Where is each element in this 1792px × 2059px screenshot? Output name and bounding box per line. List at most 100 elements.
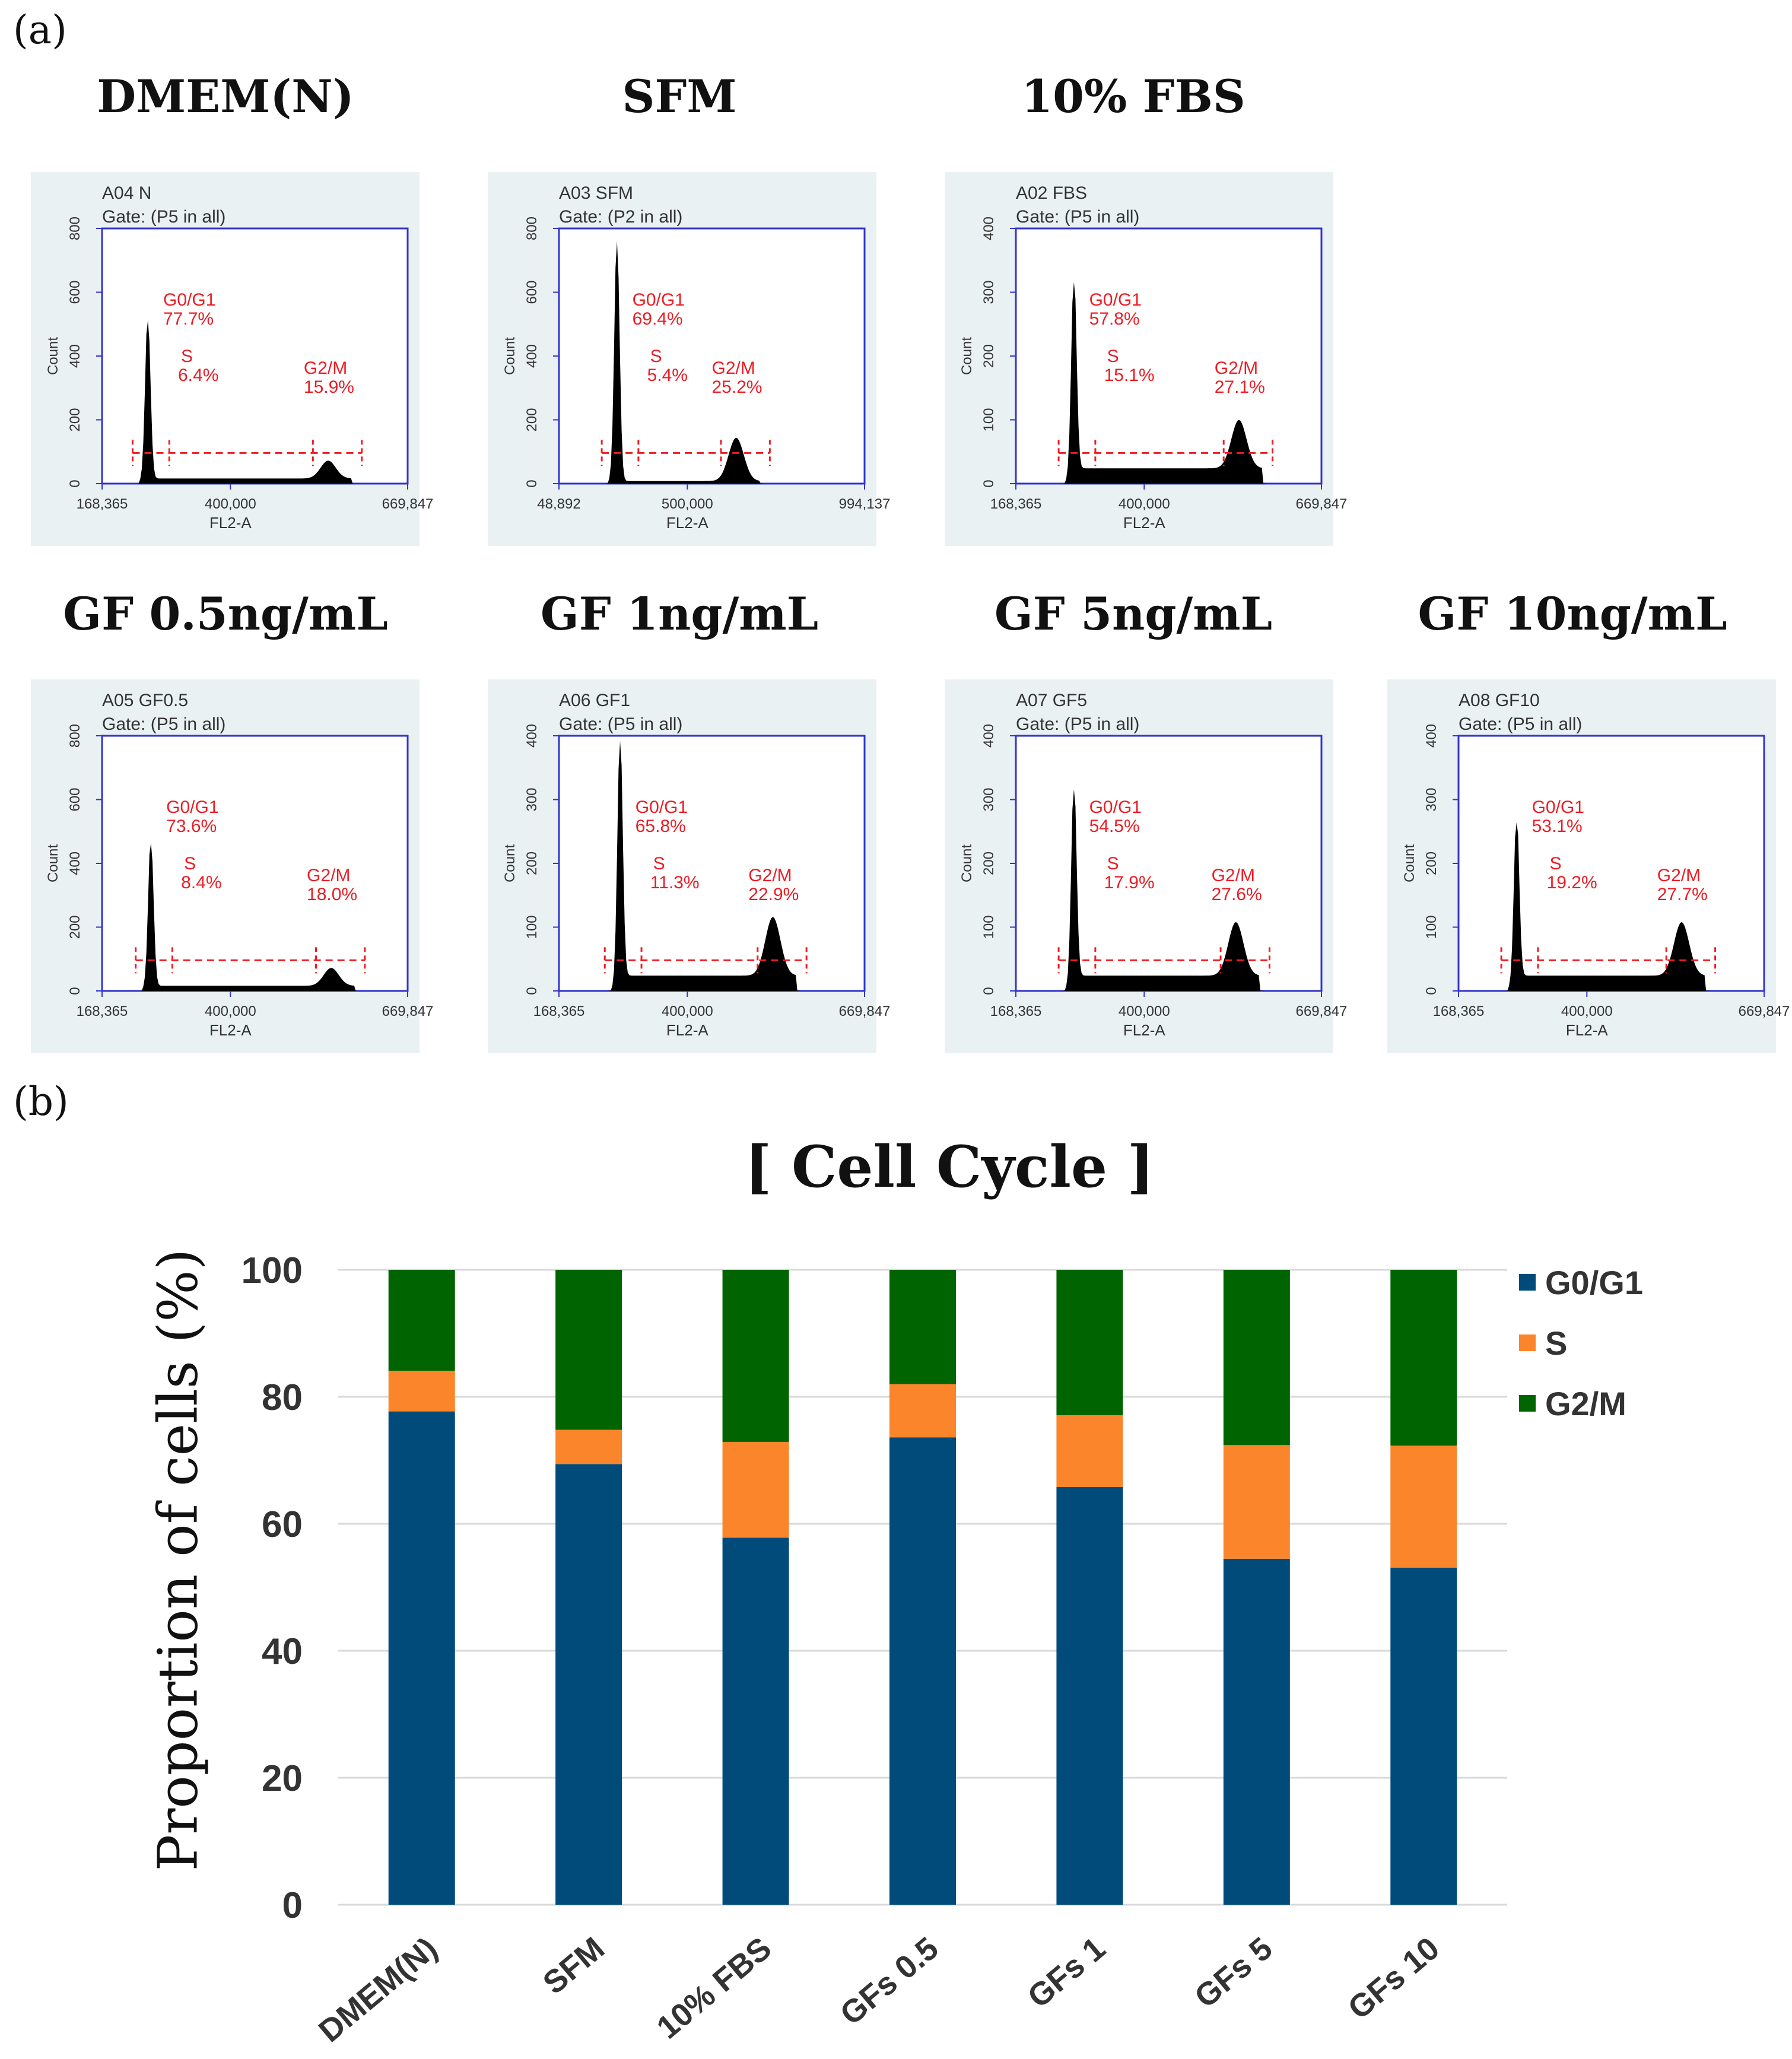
histogram-y-tick-label: 0 bbox=[67, 987, 83, 994]
bar-segment-g0g1 bbox=[388, 1411, 455, 1905]
bar-segment-g0g1 bbox=[1056, 1486, 1123, 1905]
histogram-y-tick-label: 600 bbox=[524, 280, 540, 304]
x-category-label: GFs 10 bbox=[1341, 1930, 1446, 2026]
histogram-g0g1-label: G0/G1 bbox=[1089, 290, 1142, 310]
histogram-s-value: 15.1% bbox=[1104, 366, 1155, 385]
x-category-label: GFs 5 bbox=[1188, 1930, 1279, 2014]
histogram-title-gf1: GF 1ng/mL bbox=[540, 587, 819, 640]
histogram-x-tick-label: 669,847 bbox=[1296, 1003, 1348, 1019]
chart-legend: G0/G1 S G2/M bbox=[1519, 1252, 1643, 1434]
bar-segment-g2m bbox=[1056, 1270, 1123, 1416]
histogram-g0g1-value: 73.6% bbox=[166, 816, 217, 836]
histogram-x-tick-label: 400,000 bbox=[1561, 1003, 1613, 1019]
histogram-y-tick-label: 300 bbox=[981, 787, 997, 811]
histogram-y-tick-label: 100 bbox=[981, 915, 997, 939]
histogram-plot-frame bbox=[1015, 735, 1323, 992]
legend-label-s: S bbox=[1545, 1324, 1568, 1362]
histogram-panel: A06 GF1 Gate: (P5 in all) 0 100 200 300 400 Cou… bbox=[488, 679, 890, 1053]
histogram-title-gf5: GF 5ng/mL bbox=[994, 587, 1273, 640]
histogram-distribution bbox=[559, 241, 865, 484]
histogram-g0g1-label: G0/G1 bbox=[1089, 797, 1142, 817]
legend-swatch-g0g1 bbox=[1519, 1274, 1536, 1291]
histogram-y-tick-label: 600 bbox=[67, 787, 83, 811]
histogram-sample-name: A03 SFM bbox=[559, 183, 633, 203]
histogram-x-tick-label: 48,892 bbox=[537, 496, 580, 512]
histogram-g2m-value: 15.9% bbox=[304, 377, 354, 397]
histogram-gate-label: Gate: (P5 in all) bbox=[1459, 714, 1582, 734]
histogram-y-axis-label: Count bbox=[502, 337, 518, 375]
histogram-g0g1-value: 65.8% bbox=[636, 816, 686, 836]
histogram-y-tick-label: 0 bbox=[524, 987, 540, 994]
histogram-title-fbs: 10% FBS bbox=[1021, 70, 1245, 123]
histogram-x-tick-label: 669,847 bbox=[1296, 496, 1348, 512]
histogram-g2m-value: 27.1% bbox=[1215, 377, 1265, 397]
histogram-x-tick-label: 168,365 bbox=[533, 1003, 585, 1019]
histogram-plot-frame bbox=[1457, 735, 1765, 992]
histogram-x-tick-label: 994,137 bbox=[839, 496, 891, 512]
histogram-y-tick-label: 0 bbox=[67, 479, 83, 487]
bar-segment-g2m bbox=[1223, 1270, 1290, 1445]
histogram-s-value: 11.3% bbox=[650, 873, 700, 892]
histogram-s-label: S bbox=[1107, 854, 1119, 873]
legend-item-g0g1: G0/G1 bbox=[1519, 1252, 1643, 1313]
x-category-label: DMEM(N) bbox=[312, 1930, 444, 2049]
histogram-s-label: S bbox=[1550, 854, 1562, 873]
histogram-x-tick-label: 168,365 bbox=[990, 1003, 1042, 1019]
histogram-x-axis-label: FL2-A bbox=[1566, 1021, 1608, 1039]
histogram-g2m-value: 22.9% bbox=[748, 885, 799, 904]
histogram-x-tick-label: 168,365 bbox=[77, 496, 128, 512]
histogram-distribution bbox=[559, 741, 865, 991]
histogram-y-tick-label: 400 bbox=[67, 851, 83, 875]
histogram-y-axis-label: Count bbox=[1402, 844, 1418, 882]
histogram-panels: A04 N Gate: (P5 in all) 0 200 400 600 800 Count… bbox=[31, 172, 1790, 1053]
histogram-y-axis-label: Count bbox=[959, 337, 975, 375]
legend-label-g2m: G2/M bbox=[1545, 1384, 1626, 1422]
histogram-g0g1-label: G0/G1 bbox=[163, 290, 215, 310]
histogram-gate-label: Gate: (P5 in all) bbox=[102, 714, 225, 734]
histogram-y-tick-label: 200 bbox=[1424, 851, 1440, 875]
histogram-s-label: S bbox=[1107, 347, 1119, 366]
chart-title: [ Cell Cycle ] bbox=[745, 1133, 1154, 1200]
histogram-y-tick-label: 800 bbox=[524, 217, 540, 240]
histogram-y-tick-label: 200 bbox=[981, 344, 997, 368]
bar-segment-s bbox=[722, 1441, 789, 1538]
histogram-x-tick-label: 400,000 bbox=[1119, 1003, 1170, 1019]
panel-label-a: (a) bbox=[13, 7, 67, 53]
bar-segment-g2m bbox=[889, 1270, 956, 1384]
histogram-x-tick-label: 400,000 bbox=[205, 496, 256, 512]
histogram-panel: A07 GF5 Gate: (P5 in all) 0 100 200 300 400 Cou… bbox=[945, 679, 1347, 1053]
histogram-distribution bbox=[1016, 789, 1321, 991]
histogram-title-dmem: DMEM(N) bbox=[97, 70, 354, 123]
histogram-gate-label: Gate: (P5 in all) bbox=[559, 714, 682, 734]
x-category-label: GFs 1 bbox=[1021, 1930, 1113, 2014]
histogram-x-tick-label: 168,365 bbox=[1433, 1003, 1485, 1019]
histogram-x-axis-label: FL2-A bbox=[209, 1021, 252, 1039]
histogram-y-tick-label: 100 bbox=[1424, 915, 1440, 939]
bar-segment-s bbox=[1390, 1445, 1457, 1568]
histogram-g2m-value: 25.2% bbox=[712, 377, 762, 397]
histogram-y-tick-label: 800 bbox=[67, 724, 83, 748]
bar-segment-g0g1 bbox=[722, 1537, 789, 1905]
histogram-y-axis-label: Count bbox=[959, 844, 975, 882]
histogram-panel: A03 SFM Gate: (P2 in all) 0 200 400 600 800 Cou… bbox=[488, 172, 890, 546]
histogram-sample-name: A06 GF1 bbox=[559, 691, 630, 710]
bar-segment-s bbox=[388, 1371, 455, 1412]
histogram-x-tick-label: 168,365 bbox=[990, 496, 1042, 512]
histogram-g2m-label: G2/M bbox=[307, 866, 350, 885]
bar-segment-s bbox=[1223, 1445, 1290, 1559]
histogram-sample-name: A08 GF10 bbox=[1459, 691, 1540, 710]
histogram-x-tick-label: 400,000 bbox=[205, 1003, 256, 1019]
bar-segment-g2m bbox=[555, 1270, 622, 1430]
histogram-s-value: 8.4% bbox=[181, 873, 221, 892]
histogram-y-tick-label: 100 bbox=[981, 408, 997, 431]
histogram-s-value: 5.4% bbox=[647, 366, 688, 385]
histogram-g0g1-value: 57.8% bbox=[1089, 309, 1140, 329]
histogram-s-value: 6.4% bbox=[178, 366, 218, 385]
histogram-x-tick-label: 168,365 bbox=[77, 1003, 128, 1019]
histogram-g2m-label: G2/M bbox=[304, 358, 347, 378]
histogram-y-tick-label: 200 bbox=[524, 851, 540, 875]
histogram-y-tick-label: 600 bbox=[67, 280, 83, 304]
histogram-y-tick-label: 100 bbox=[524, 915, 540, 939]
histogram-plot-frame bbox=[101, 227, 409, 485]
